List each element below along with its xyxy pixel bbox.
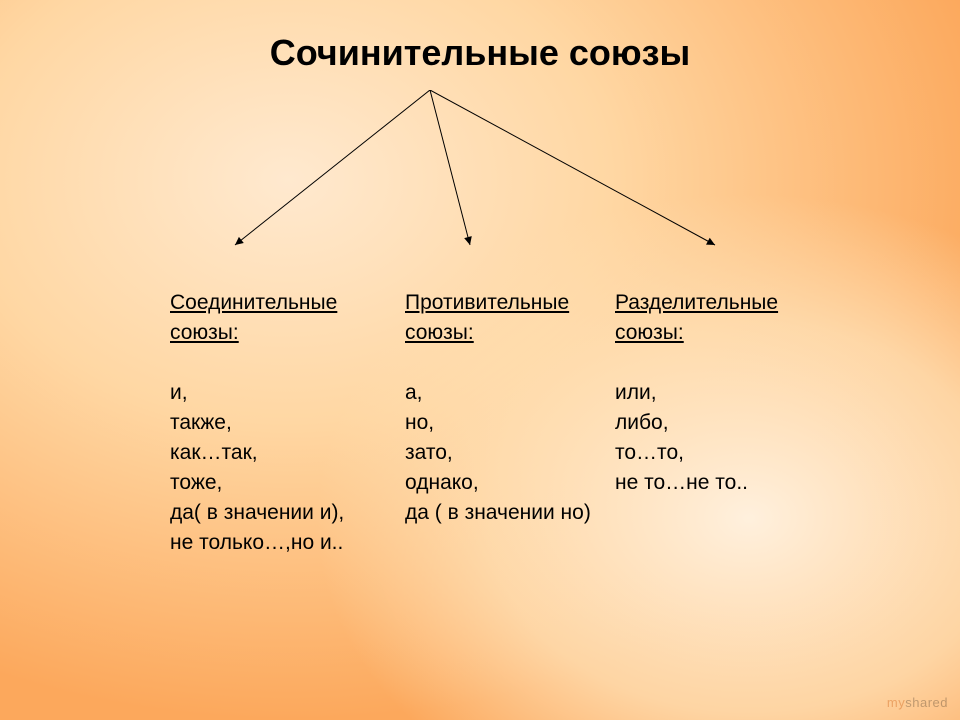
slide-title: Сочинительные союзы <box>0 32 960 74</box>
branch-arrows <box>0 90 960 260</box>
columns-container: Соединительные союзы: и, также, как…так,… <box>170 258 825 558</box>
column-body: а, но, зато, однако, да ( в значении но) <box>405 381 591 524</box>
column-header: Разделительные союзы: <box>615 288 825 348</box>
column-disjunctive: Разделительные союзы: или, либо, то…то, … <box>615 258 825 558</box>
watermark-prefix: my <box>887 695 905 710</box>
watermark-suffix: shared <box>905 695 948 710</box>
watermark: myshared <box>887 695 948 710</box>
column-body: или, либо, то…то, не то…не то.. <box>615 381 748 494</box>
column-header: Соединительные союзы: <box>170 288 405 348</box>
column-body: и, также, как…так, тоже, да( в значении … <box>170 381 344 554</box>
column-connective: Соединительные союзы: и, также, как…так,… <box>170 258 405 558</box>
column-adversative: Противительные союзы: а, но, зато, однак… <box>405 258 615 558</box>
column-header: Противительные союзы: <box>405 288 615 348</box>
